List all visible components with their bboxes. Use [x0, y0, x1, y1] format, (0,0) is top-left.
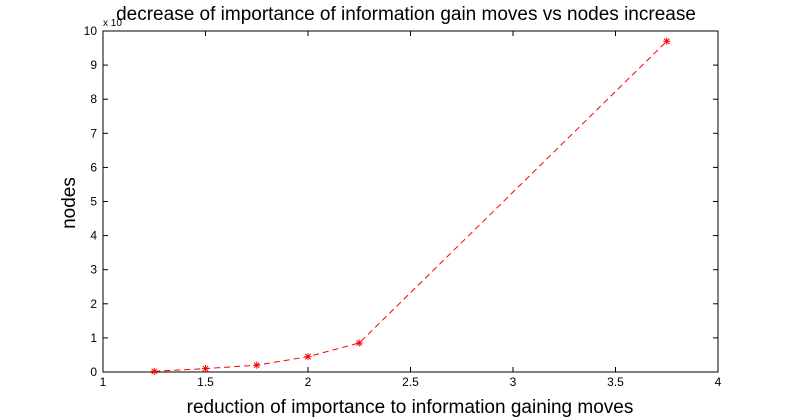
data-point	[202, 365, 209, 373]
y-axis: 0 1 2 3 4 5 6 7 8 9 10	[84, 24, 718, 379]
y-exponent-label: x 10	[103, 18, 122, 29]
y-tick-label: 0	[90, 365, 97, 379]
data-point	[355, 339, 363, 347]
x-tick-label: 3	[510, 375, 517, 389]
y-tick-label: 5	[90, 195, 97, 209]
x-tick-label: 1.5	[197, 375, 214, 389]
y-tick-label: 7	[90, 126, 97, 140]
y-tick-label: 8	[90, 92, 97, 106]
y-tick-label: 2	[90, 297, 97, 311]
x-tick-label: 2	[305, 375, 312, 389]
x-axis: 1 1.5 2 2.5 3 3.5 4	[100, 31, 722, 389]
chart-title: decrease of importance of information ga…	[116, 4, 696, 25]
x-tick-label: 4	[715, 375, 722, 389]
data-point	[253, 361, 261, 369]
x-tick-label: 3.5	[607, 375, 624, 389]
series-layer	[150, 37, 671, 375]
plot-area-frame	[102, 30, 719, 373]
data-point	[663, 37, 671, 45]
y-tick-label: 9	[90, 58, 97, 72]
y-tick-label: 10	[84, 24, 98, 38]
data-point	[304, 353, 312, 361]
x-tick-label: 2.5	[402, 375, 419, 389]
y-tick-label: 6	[90, 160, 97, 174]
series-line	[154, 40, 668, 372]
y-tick-label: 3	[90, 263, 97, 277]
y-axis-label: nodes	[59, 177, 80, 229]
data-point	[150, 367, 158, 375]
x-axis-label: reduction of importance to information g…	[187, 397, 634, 418]
y-tick-label: 4	[90, 229, 97, 243]
x-tick-label: 1	[100, 375, 107, 389]
y-tick-label: 1	[90, 331, 97, 345]
